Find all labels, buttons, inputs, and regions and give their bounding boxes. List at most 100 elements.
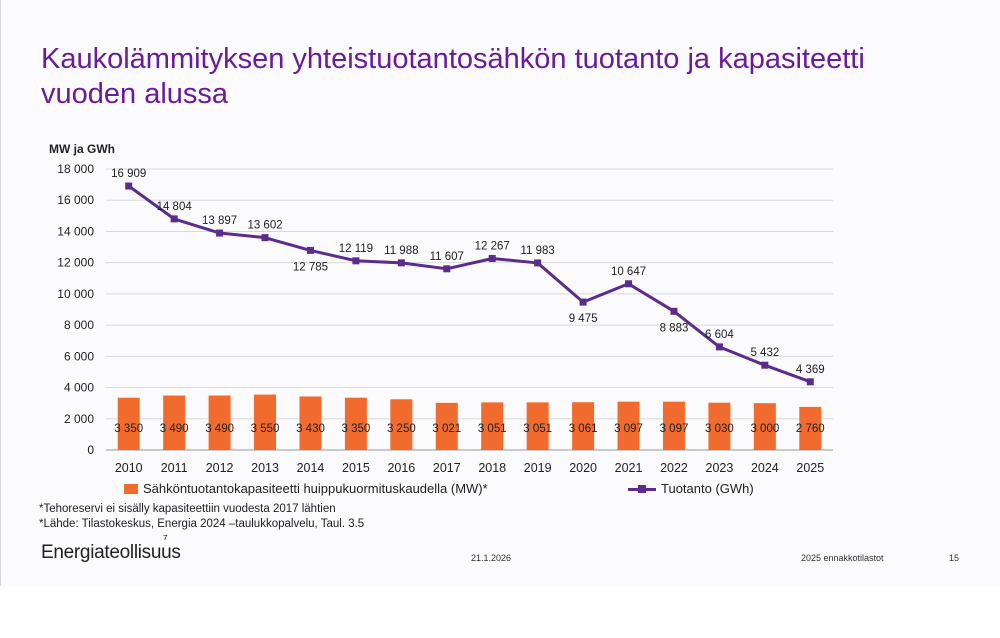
legend-line-label: Tuotanto (GWh) xyxy=(661,481,754,496)
line-marker xyxy=(579,298,587,306)
bar-value-label: 3 051 xyxy=(523,423,552,435)
line-value-label: 11 607 xyxy=(430,251,464,263)
line-value-label: 6 604 xyxy=(705,329,734,341)
y-tick-label: 2 000 xyxy=(64,412,94,426)
page-title: Kaukolämmityksen yhteistuotantosähkön tu… xyxy=(41,43,865,110)
line-value-label: 14 804 xyxy=(157,201,193,213)
y-tick-label: 4 000 xyxy=(64,381,94,395)
line-marker xyxy=(306,246,314,254)
bar-value-label: 3 490 xyxy=(160,423,189,435)
line-value-label: 11 988 xyxy=(384,245,418,257)
x-tick-label: 2010 xyxy=(115,461,143,475)
bar xyxy=(708,402,731,450)
bar-value-label: 2 760 xyxy=(796,423,825,435)
x-tick-label: 2020 xyxy=(569,461,597,475)
line-marker xyxy=(625,280,633,288)
bar-value-label: 3 430 xyxy=(296,423,325,435)
x-tick-label: 2024 xyxy=(751,461,779,475)
line-marker xyxy=(715,343,723,351)
line-value-label: 9 475 xyxy=(569,313,598,325)
line-marker xyxy=(534,259,542,267)
line-marker xyxy=(670,307,678,315)
x-tick-label: 2012 xyxy=(206,461,234,475)
line-marker xyxy=(806,378,814,386)
bar-value-label: 3 490 xyxy=(205,423,234,435)
bar-value-label: 3 350 xyxy=(342,423,371,435)
y-tick-label: 0 xyxy=(87,443,94,457)
x-tick-label: 2015 xyxy=(342,461,370,475)
page-number: 15 xyxy=(949,553,960,563)
chart: MW ja GWh 0 2 000 4 000 6 000 8 000 10 000 12 0… xyxy=(49,142,833,475)
line-value-label: 13 897 xyxy=(202,215,237,227)
line-marker xyxy=(761,361,769,369)
y-axis-title: MW ja GWh xyxy=(49,142,115,156)
line-value-label: 16 909 xyxy=(111,168,146,180)
logo-mark-icon: ⁷ xyxy=(163,531,168,546)
bar-value-label: 3 097 xyxy=(614,423,643,435)
note-reserve: *Tehoreservi ei sisälly kapasiteettiin v… xyxy=(39,503,336,515)
line-marker xyxy=(216,229,224,237)
line-marker xyxy=(170,215,178,223)
bar xyxy=(435,402,458,450)
bar-value-label: 3 030 xyxy=(705,423,734,435)
line-value-label: 4 369 xyxy=(796,364,825,376)
bar xyxy=(526,402,549,450)
bar xyxy=(163,395,186,450)
line-value-label: 11 983 xyxy=(520,245,554,257)
brand-logo: Energiateollisuus xyxy=(41,542,181,563)
x-tick-label: 2017 xyxy=(433,461,461,475)
line-value-label: 13 602 xyxy=(247,220,282,232)
line-value-label: 12 785 xyxy=(293,261,328,273)
x-tick-label: 2016 xyxy=(387,461,415,475)
bar xyxy=(481,402,504,450)
bar-value-label: 3 350 xyxy=(114,423,143,435)
line-marker xyxy=(261,234,269,242)
bar xyxy=(617,401,640,450)
bar xyxy=(299,396,322,450)
line-value-label: 12 267 xyxy=(475,240,510,252)
bar xyxy=(390,399,413,450)
line-marker xyxy=(397,259,405,267)
bar xyxy=(254,394,277,450)
line-value-label: 10 647 xyxy=(611,266,646,278)
line-value-label: 5 432 xyxy=(750,347,779,359)
y-tick-label: 6 000 xyxy=(64,349,94,363)
bar xyxy=(572,402,595,450)
bar xyxy=(753,403,776,450)
note-source: *Lähde: Tilastokeskus, Energia 2024 –tau… xyxy=(39,518,365,530)
slide: Kaukolämmityksen yhteistuotantosähkön tu… xyxy=(0,0,960,586)
footer-subtitle: 2025 ennakkotilastot xyxy=(801,553,884,563)
line-marker xyxy=(488,254,496,262)
x-tick-label: 2019 xyxy=(524,461,552,475)
x-tick-label: 2025 xyxy=(796,461,824,475)
legend-line-swatch xyxy=(628,485,656,493)
bar-value-label: 3 097 xyxy=(660,423,689,435)
legend-bar-label: Sähköntuotantokapasiteetti huippukuormit… xyxy=(143,481,488,496)
x-tick-label: 2018 xyxy=(478,461,506,475)
x-tick-label: 2011 xyxy=(161,461,188,475)
line-value-label: 12 119 xyxy=(339,243,373,255)
bar-value-label: 3 250 xyxy=(387,423,416,435)
line-marker xyxy=(125,182,133,190)
bar-value-label: 3 051 xyxy=(478,423,507,435)
bar-value-label: 3 061 xyxy=(569,423,598,435)
bar xyxy=(799,406,822,450)
footer-date: 21.1.2026 xyxy=(471,553,512,563)
y-tick-label: 12 000 xyxy=(57,256,94,270)
x-tick-label: 2022 xyxy=(660,461,688,475)
x-tick-label: 2021 xyxy=(615,461,643,475)
bar-value-label: 3 000 xyxy=(750,423,779,435)
series-line xyxy=(127,184,811,384)
bar xyxy=(344,397,367,450)
line-value-label: 8 883 xyxy=(660,322,689,334)
y-tick-label: 10 000 xyxy=(57,287,94,301)
bar-value-label: 3 550 xyxy=(251,423,280,435)
bar-value-label: 3 021 xyxy=(432,423,461,435)
y-tick-label: 14 000 xyxy=(57,224,94,238)
line-marker xyxy=(443,265,451,273)
bar xyxy=(208,395,231,450)
y-tick-label: 18 000 xyxy=(57,162,94,176)
x-tick-label: 2023 xyxy=(706,461,734,475)
x-tick-label: 2013 xyxy=(251,461,279,475)
x-tick-label: 2014 xyxy=(297,461,325,475)
